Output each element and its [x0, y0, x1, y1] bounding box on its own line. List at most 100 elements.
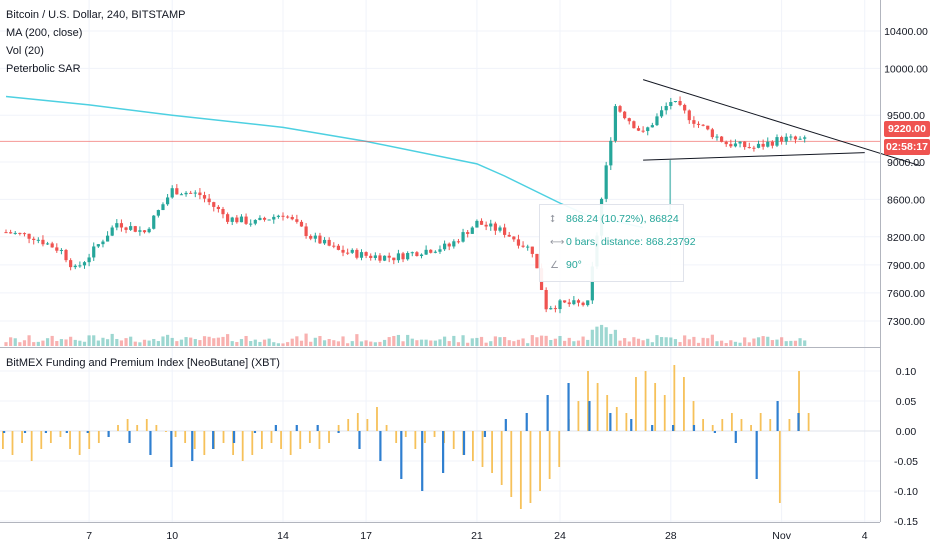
funding-bar	[260, 431, 263, 449]
funding-bar	[21, 431, 23, 443]
premium-bar	[295, 425, 298, 431]
candle-body	[452, 241, 456, 247]
candle-body	[175, 188, 179, 195]
volume-bar	[738, 342, 742, 346]
volume-bar	[729, 340, 733, 346]
candle-body	[50, 243, 54, 248]
volume-bar	[378, 341, 382, 346]
volume-bar	[715, 341, 719, 346]
volume-bar	[503, 336, 507, 346]
volume-bar	[549, 340, 553, 346]
volume-bar	[124, 338, 128, 346]
volume-bar	[613, 329, 618, 346]
candle-body	[530, 246, 534, 254]
candle-body	[239, 216, 244, 223]
volume-bar	[318, 336, 322, 346]
volume-bar	[73, 339, 77, 346]
volume-bar	[419, 339, 424, 346]
indicator-pane-grid	[0, 370, 880, 522]
volume-bar	[599, 324, 604, 346]
indicator-title[interactable]: BitMEX Funding and Premium Index [NeoBut…	[6, 357, 280, 369]
volume-bar	[82, 341, 87, 346]
candle-body	[798, 138, 802, 140]
candle-body	[272, 216, 276, 220]
volume-bar	[623, 338, 627, 346]
volume-bar	[701, 337, 705, 346]
volume-bar	[216, 337, 220, 346]
price-tick-label: 7300.00	[887, 316, 925, 328]
funding-bar	[481, 431, 484, 467]
volume-bar	[706, 338, 710, 346]
candle-body	[521, 245, 525, 247]
funding-bar	[376, 407, 378, 431]
candle-body	[498, 227, 502, 231]
candle-body	[41, 239, 45, 245]
volume-bar	[535, 337, 539, 346]
funding-bar	[78, 431, 81, 455]
candle-body	[373, 255, 377, 258]
candlesticks	[4, 96, 807, 314]
funding-bar	[644, 371, 647, 431]
measure-angle: 90°	[566, 259, 582, 271]
funding-bar	[289, 431, 292, 455]
time-tick-label: 17	[360, 530, 372, 542]
funding-bar	[356, 413, 359, 431]
candle-body	[479, 220, 484, 225]
legend-ma[interactable]: MA (200, close)	[6, 27, 83, 39]
candle-body	[396, 253, 401, 261]
funding-bar	[788, 419, 791, 431]
symbol-title[interactable]: Bitcoin / U.S. Dollar, 240, BITSTAMP	[6, 9, 186, 21]
premium-bar	[797, 413, 800, 431]
candle-body	[198, 192, 202, 196]
candle-body	[82, 262, 87, 266]
funding-bar	[635, 377, 637, 431]
funding-bar	[49, 431, 52, 443]
funding-bar	[759, 413, 762, 431]
volume-bar	[179, 339, 184, 346]
candle-body	[244, 216, 248, 224]
candle-body	[253, 219, 257, 224]
candle-body	[526, 246, 530, 248]
time-axis[interactable]: 7101417212428Nov4711	[86, 530, 932, 542]
volume-bar	[752, 338, 756, 346]
volume-bar	[710, 334, 714, 346]
volume-bar	[789, 340, 793, 346]
premium-bar	[170, 431, 173, 467]
price-axis[interactable]: 10400.00 10000.00 9500.00 9000.00 8600.00 820…	[884, 26, 928, 328]
candle-body	[512, 236, 516, 240]
candle-body	[406, 253, 410, 260]
indicator-axis[interactable]: 0.10 0.05 0.00 -0.05 -0.10 -0.15	[894, 366, 918, 528]
candle-body	[590, 266, 594, 301]
candle-body	[318, 235, 322, 244]
candle-body	[101, 241, 105, 245]
candle-body	[664, 105, 668, 111]
premium-bar	[400, 431, 403, 479]
candle-body	[706, 125, 710, 130]
funding-bar	[625, 413, 628, 431]
funding-bar	[203, 431, 206, 455]
volume-bar	[493, 336, 497, 346]
volume-bar	[627, 341, 631, 346]
last-price-tag: 9220.00	[884, 121, 930, 137]
legend-sar[interactable]: Peterbolic SAR	[6, 63, 81, 75]
legend-volume[interactable]: Vol (20)	[6, 45, 44, 57]
funding-bar	[529, 431, 532, 503]
triangle-drawing[interactable]	[642, 79, 921, 167]
volume-bars	[4, 324, 807, 346]
volume-bar	[516, 339, 521, 346]
funding-bar	[385, 425, 388, 431]
volume-bar	[424, 339, 428, 346]
volume-bar	[22, 340, 27, 346]
candle-body	[442, 243, 447, 250]
funding-bar	[270, 431, 273, 443]
volume-bar	[221, 336, 225, 346]
volume-bar	[138, 342, 142, 346]
volume-bar	[175, 341, 179, 346]
candle-body	[142, 230, 147, 233]
volume-bar	[636, 338, 641, 346]
volume-bar	[276, 343, 280, 346]
candle-body	[553, 308, 557, 310]
premium-bar	[316, 425, 319, 431]
premium-bar	[546, 395, 549, 431]
